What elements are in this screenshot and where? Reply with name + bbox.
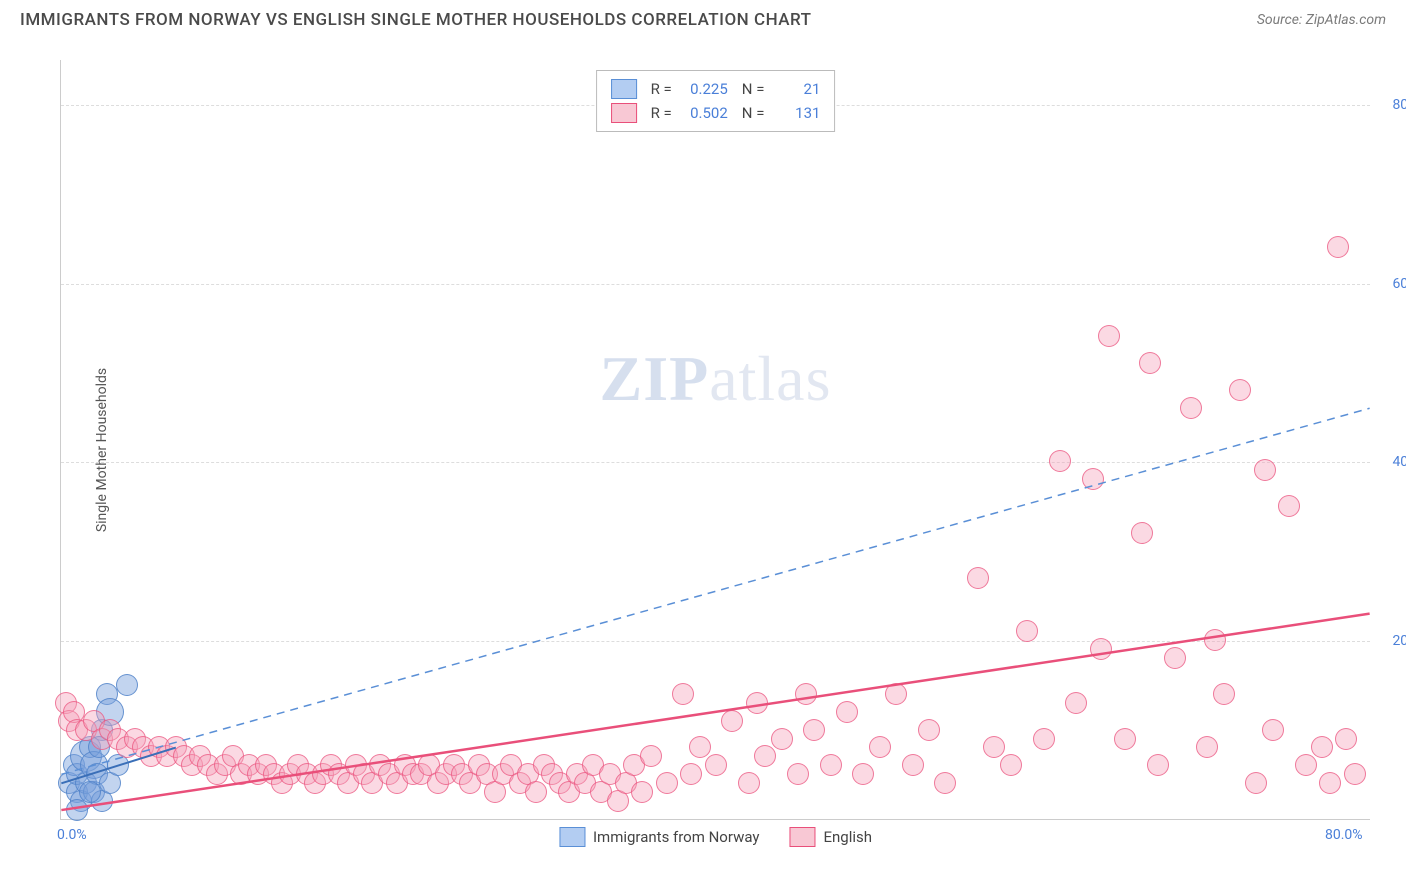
source-value: ZipAtlas.com [1306,12,1386,28]
scatter-point [79,781,101,803]
scatter-point [689,736,711,758]
scatter-point [1229,379,1251,401]
scatter-point [885,683,907,705]
legend-series-name: English [824,828,873,846]
y-tick-label: 60.0% [1392,276,1406,292]
scatter-point [1180,397,1202,419]
scatter-point [1327,236,1349,258]
bottom-legend-item: English [790,827,873,847]
scatter-point [787,763,809,785]
legend-n-value: 21 [774,80,820,98]
scatter-point [1311,736,1333,758]
legend-series-name: Immigrants from Norway [593,828,760,846]
legend-row: R = 0.225 N = 21 [611,77,821,101]
chart-header: IMMIGRANTS FROM NORWAY VS ENGLISH SINGLE… [0,0,1406,36]
legend-n-value: 131 [774,104,820,122]
scatter-point [705,754,727,776]
scatter-point [1213,683,1235,705]
scatter-point [1344,763,1366,785]
scatter-point [1147,754,1169,776]
scatter-point [631,781,653,803]
chart-title: IMMIGRANTS FROM NORWAY VS ENGLISH SINGLE… [20,10,812,30]
scatter-point [1033,728,1055,750]
bottom-legend-item: Immigrants from Norway [559,827,760,847]
grid-line [61,462,1370,463]
scatter-point [852,763,874,785]
correlation-legend: R = 0.225 N = 21 R = 0.502 N = 131 [596,70,836,132]
scatter-point [721,710,743,732]
scatter-point [1196,736,1218,758]
x-tick-label: 0.0% [57,827,87,843]
scatter-point [1335,728,1357,750]
scatter-point [1065,692,1087,714]
scatter-point [771,728,793,750]
scatter-point [66,799,88,821]
scatter-point [656,772,678,794]
legend-row: R = 0.502 N = 131 [611,101,821,125]
legend-n-label: N = [742,104,765,122]
y-tick-label: 80.0% [1392,97,1406,113]
scatter-point [1319,772,1341,794]
scatter-point [1295,754,1317,776]
scatter-point [983,736,1005,758]
scatter-point [1049,450,1071,472]
scatter-point [967,567,989,589]
scatter-point [525,781,547,803]
grid-line [61,641,1370,642]
grid-line [61,284,1370,285]
source-label: Source: [1257,12,1302,28]
scatter-point [746,692,768,714]
trend-lines [61,60,1370,819]
scatter-point [116,674,138,696]
legend-r-value: 0.502 [682,104,728,122]
legend-n-label: N = [742,80,765,98]
scatter-point [836,701,858,723]
scatter-point [672,683,694,705]
scatter-point [1016,620,1038,642]
scatter-point [1254,459,1276,481]
chart-source: Source: ZipAtlas.com [1257,12,1386,28]
scatter-point [820,754,842,776]
legend-swatch [559,827,585,847]
watermark: ZIPatlas [600,342,832,416]
legend-swatch [611,79,637,99]
scatter-point [1278,495,1300,517]
legend-r-label: R = [651,80,672,98]
scatter-point [1245,772,1267,794]
scatter-point [1090,638,1112,660]
scatter-point [1131,522,1153,544]
scatter-point [640,745,662,767]
legend-swatch [790,827,816,847]
scatter-point [1000,754,1022,776]
scatter-point [1098,325,1120,347]
y-tick-label: 20.0% [1392,633,1406,649]
plot-area: ZIPatlas R = 0.225 N = 21 R = 0.502 N = … [60,60,1370,820]
scatter-point [1114,728,1136,750]
scatter-point [738,772,760,794]
scatter-point [1262,719,1284,741]
legend-r-value: 0.225 [682,80,728,98]
scatter-point [1164,647,1186,669]
scatter-point [1139,352,1161,374]
series-legend: Immigrants from Norway English [559,827,872,847]
scatter-point [934,772,956,794]
scatter-point [918,719,940,741]
scatter-point [869,736,891,758]
scatter-point [1082,468,1104,490]
chart-container: Single Mother Households ZIPatlas R = 0.… [50,50,1380,850]
scatter-point [902,754,924,776]
scatter-point [1204,629,1226,651]
scatter-point [795,683,817,705]
scatter-point [803,719,825,741]
scatter-point [680,763,702,785]
y-tick-label: 40.0% [1392,454,1406,470]
scatter-point [754,745,776,767]
legend-swatch [611,103,637,123]
legend-r-label: R = [651,104,672,122]
x-tick-label: 80.0% [1325,827,1363,843]
